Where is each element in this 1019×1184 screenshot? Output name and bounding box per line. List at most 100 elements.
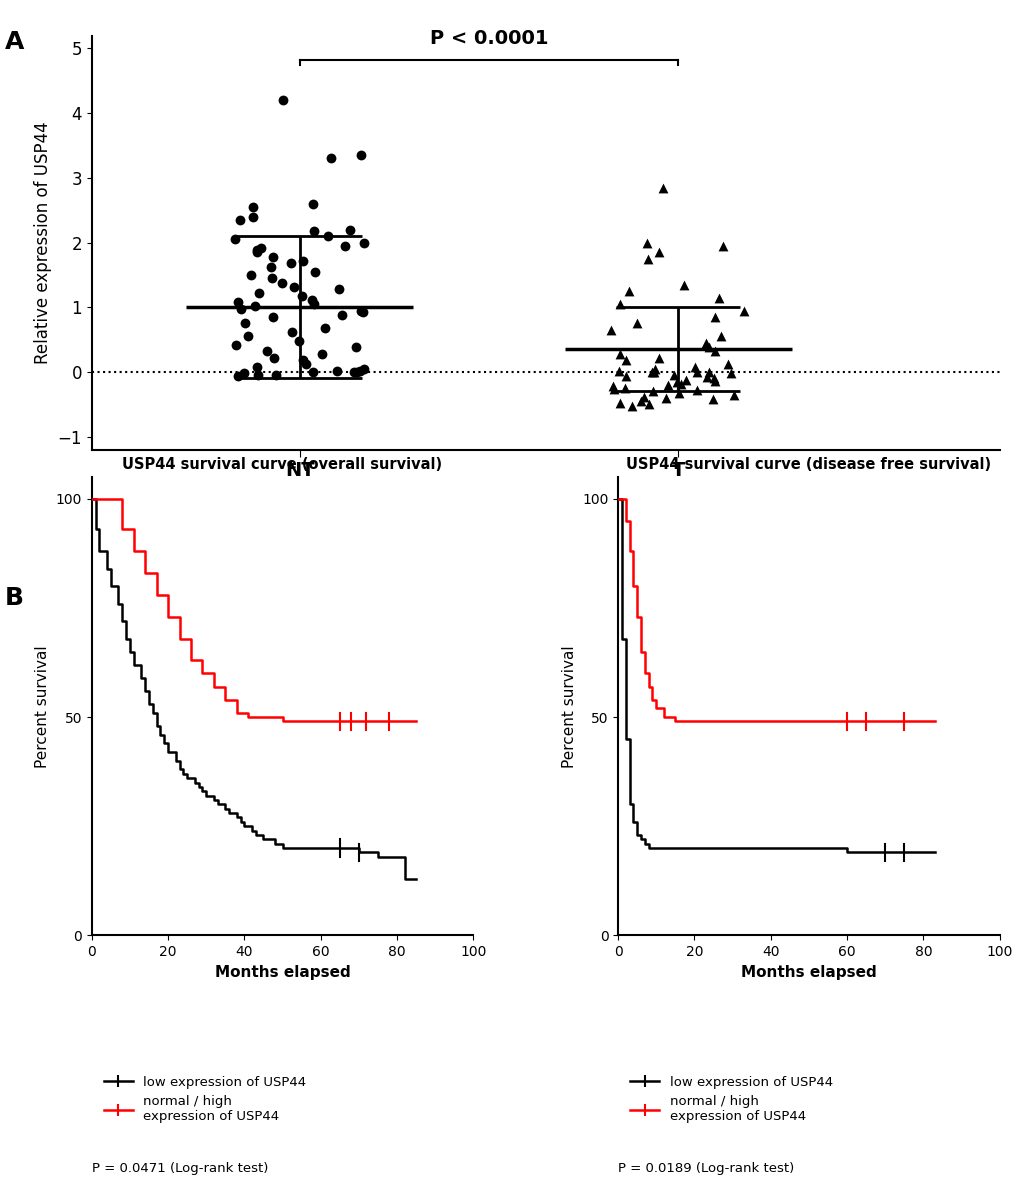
Point bbox=[294, 251, 311, 270]
Point bbox=[615, 378, 632, 397]
Point bbox=[251, 283, 267, 302]
Point bbox=[700, 362, 716, 381]
Point bbox=[236, 314, 253, 333]
Point bbox=[611, 345, 628, 363]
Point bbox=[356, 233, 372, 252]
Point bbox=[307, 262, 323, 281]
Point bbox=[265, 308, 281, 327]
Point bbox=[355, 303, 371, 322]
Point bbox=[266, 348, 282, 367]
Point bbox=[248, 240, 264, 259]
Point bbox=[294, 350, 311, 369]
Point bbox=[304, 290, 320, 309]
Point bbox=[718, 355, 735, 374]
Legend: low expression of USP44, normal / high
expression of USP44: low expression of USP44, normal / high e… bbox=[98, 1070, 312, 1128]
Point bbox=[274, 91, 290, 110]
Point bbox=[231, 211, 248, 230]
Point bbox=[336, 237, 353, 256]
Point bbox=[314, 345, 330, 363]
Point bbox=[245, 198, 261, 217]
Point bbox=[253, 238, 269, 257]
Point bbox=[736, 301, 752, 320]
Point bbox=[621, 282, 637, 301]
Point bbox=[317, 318, 333, 337]
X-axis label: Months elapsed: Months elapsed bbox=[740, 965, 876, 979]
Y-axis label: Relative expression of USP44: Relative expression of USP44 bbox=[34, 121, 52, 363]
Point bbox=[306, 295, 322, 314]
Point bbox=[285, 277, 302, 296]
Point bbox=[249, 358, 265, 377]
Point bbox=[618, 366, 634, 385]
X-axis label: Months elapsed: Months elapsed bbox=[214, 965, 351, 979]
Point bbox=[671, 384, 687, 403]
Point bbox=[602, 321, 619, 340]
Point bbox=[710, 288, 727, 307]
Point bbox=[698, 368, 714, 387]
Y-axis label: Percent survival: Percent survival bbox=[35, 645, 50, 767]
Text: P < 0.0001: P < 0.0001 bbox=[429, 30, 547, 49]
Point bbox=[283, 322, 300, 341]
Point bbox=[641, 394, 657, 413]
Point bbox=[263, 258, 279, 277]
Point bbox=[604, 377, 621, 395]
Point bbox=[341, 220, 358, 239]
Point bbox=[646, 359, 662, 378]
Legend: low expression of USP44, normal / high
expression of USP44: low expression of USP44, normal / high e… bbox=[625, 1070, 838, 1128]
Point bbox=[259, 342, 275, 361]
Point bbox=[640, 250, 656, 269]
Point bbox=[265, 247, 281, 266]
Point bbox=[704, 390, 720, 408]
Point bbox=[611, 393, 628, 412]
Point bbox=[697, 334, 713, 353]
Point bbox=[678, 371, 694, 390]
Point bbox=[263, 269, 279, 288]
Point bbox=[235, 363, 252, 382]
Point bbox=[638, 233, 654, 252]
Point bbox=[305, 221, 321, 240]
Point bbox=[243, 265, 259, 284]
Point bbox=[305, 194, 321, 213]
Point bbox=[273, 274, 289, 292]
Point bbox=[657, 388, 674, 407]
Text: P = 0.0189 (Log-rank test)

Median disease free survival:
Low = 3.91
Normal / hi: P = 0.0189 (Log-rank test) Median diseas… bbox=[618, 1147, 812, 1184]
Point bbox=[250, 365, 266, 384]
Point bbox=[721, 363, 738, 382]
Point bbox=[712, 327, 729, 346]
Point bbox=[356, 359, 372, 378]
Point bbox=[659, 375, 676, 394]
Point bbox=[320, 226, 336, 245]
Point bbox=[229, 292, 246, 311]
Point bbox=[323, 149, 339, 168]
Point bbox=[352, 362, 368, 381]
Point bbox=[293, 287, 310, 305]
Point bbox=[668, 373, 685, 392]
Point bbox=[650, 348, 666, 367]
Point bbox=[611, 295, 628, 314]
Point bbox=[688, 380, 704, 399]
Point bbox=[268, 366, 284, 385]
Point bbox=[240, 327, 257, 346]
Point bbox=[348, 362, 365, 381]
Point bbox=[247, 296, 263, 315]
Point bbox=[226, 230, 243, 249]
Point bbox=[705, 369, 721, 388]
Point bbox=[686, 358, 702, 377]
Point bbox=[305, 362, 321, 381]
Text: B: B bbox=[5, 586, 24, 610]
Point bbox=[665, 365, 682, 384]
Point bbox=[605, 379, 622, 398]
Point bbox=[675, 275, 691, 294]
Point bbox=[329, 361, 345, 380]
Point bbox=[282, 253, 299, 272]
Point bbox=[610, 361, 627, 380]
Point bbox=[629, 314, 645, 333]
Point bbox=[644, 382, 660, 401]
Point bbox=[654, 178, 671, 197]
Point bbox=[618, 350, 634, 369]
Point bbox=[347, 337, 364, 356]
Point bbox=[644, 362, 660, 381]
Point bbox=[345, 362, 362, 381]
Point bbox=[229, 366, 246, 385]
Point bbox=[706, 342, 722, 361]
Point bbox=[290, 332, 307, 350]
